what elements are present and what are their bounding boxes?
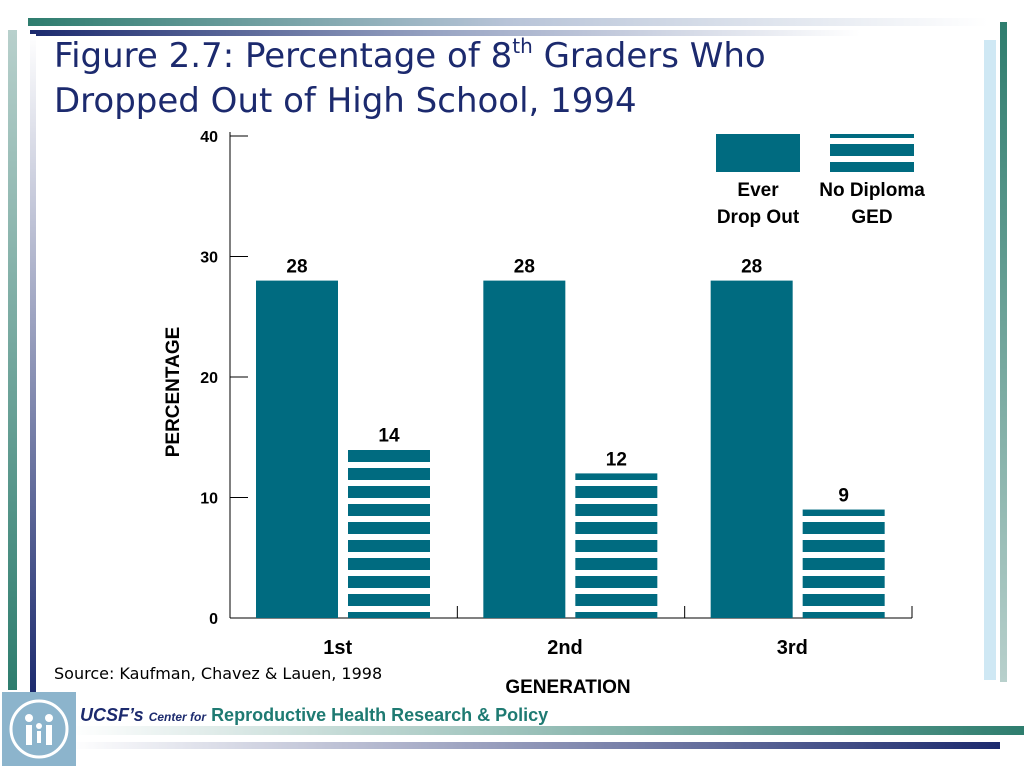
chart-bars: 28 14 1st 28 12 2nd 28 9 3rd [256,257,885,659]
footer-org: UCSF’s [80,705,144,725]
y-tick-label: 30 [200,250,218,267]
title-line1-prefix: Figure 2.7: Percentage of 8 [54,36,513,76]
title-line2: Dropped Out of High School, 1994 [54,81,637,121]
bar-value-label: 9 [838,486,849,507]
bar-ever-drop-out-3rd [710,280,793,618]
title-line1-suffix: Graders Who [532,36,766,76]
y-tick-label: 0 [209,611,218,628]
y-tick-label: 10 [200,491,218,508]
left-green-border [8,30,17,690]
slide-title: Figure 2.7: Percentage of 8th Graders Wh… [54,34,954,124]
chart-legend: Ever Drop Out No Diploma GED [716,134,925,228]
bottom-navy-bar [70,742,1000,749]
bar-no-diploma-ged-2nd [575,473,658,618]
bar-ever-drop-out-2nd [483,280,566,618]
x-category-label: 3rd [777,637,808,659]
x-category-label: 1st [323,637,352,659]
bar-value-label: 28 [286,257,307,278]
y-axis-title: PERCENTAGE [163,327,184,458]
legend-swatch-ever-drop-out [716,134,800,172]
chart-axes: 0 10 20 30 40 PERCENTAGE GENERATION [163,129,913,698]
top-gradient-bar [28,18,988,26]
y-tick-label: 20 [200,370,218,387]
bar-value-label: 12 [606,449,627,470]
top-navy-bar [30,30,860,36]
legend-label-line1: No Diploma [819,180,925,201]
bar-value-label: 28 [741,257,762,278]
bar-value-label: 14 [378,425,400,446]
right-light-border [984,40,996,680]
y-tick-label: 40 [200,129,218,146]
title-superscript: th [512,34,533,58]
footer-center-for: Center for [148,710,207,724]
x-category-label: 2nd [547,637,583,659]
legend-label-line1: Ever [737,180,779,201]
left-navy-border [30,34,36,694]
bar-no-diploma-ged-1st [348,449,430,618]
bottom-green-bar [70,726,1024,735]
ucsf-logo [2,692,76,766]
source-note: Source: Kaufman, Chavez & Lauen, 1998 [54,664,383,683]
legend-label-line2: Drop Out [717,207,800,228]
x-axis-title: GENERATION [505,677,630,698]
bar-no-diploma-ged-3rd [802,509,885,618]
footer-name: Reproductive Health Research & Policy [211,705,549,725]
footer-credit: UCSF’s Center for Reproductive Health Re… [80,705,548,726]
bar-value-label: 28 [514,257,535,278]
right-green-border [1000,22,1007,682]
legend-swatch-no-diploma-ged [830,134,914,172]
bar-ever-drop-out-1st [256,280,338,618]
legend-label-line2: GED [851,207,892,228]
